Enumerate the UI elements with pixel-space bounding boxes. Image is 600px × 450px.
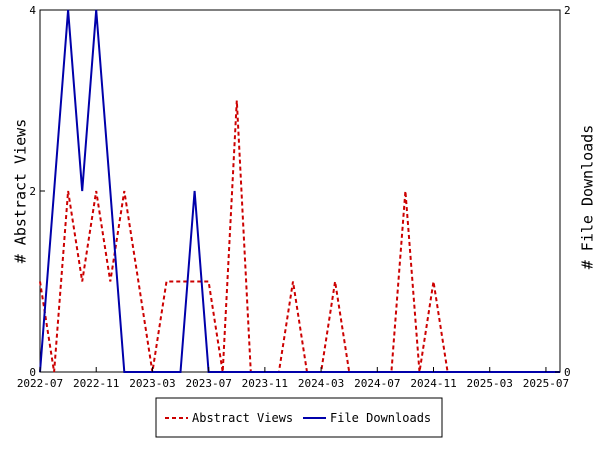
series-layer [39, 9, 560, 373]
x-tick-label: 2024-03 [298, 377, 344, 390]
x-tick-label: 2024-07 [354, 377, 400, 390]
tick-layer: 2022-07 2022-11 2023-03 2023-07 2023-11 2024-… [17, 4, 571, 390]
y-left-tick-label: 4 [29, 4, 36, 17]
legend-label-file-downloads: File Downloads [330, 411, 431, 425]
series-line-file-downloads [39, 9, 560, 373]
legend-label-abstract-views: Abstract Views [192, 411, 293, 425]
x-tick-label: 2025-03 [467, 377, 513, 390]
x-tick-label: 2022-11 [73, 377, 119, 390]
y-right-tick-label: 0 [564, 366, 571, 379]
legend: Abstract Views File Downloads [155, 397, 443, 438]
x-tick-label: 2023-03 [129, 377, 175, 390]
x-tick-label: 2023-11 [242, 377, 288, 390]
x-tick-label: 2024-11 [410, 377, 456, 390]
plot-frame [39, 9, 561, 373]
legend-box [155, 397, 443, 438]
x-tick-label: 2023-07 [185, 377, 231, 390]
x-tick-label: 2022-07 [17, 377, 63, 390]
x-tick-label: 2025-07 [523, 377, 569, 390]
y-axis-left-title: # Abstract Views [12, 119, 30, 264]
y-right-tick-label: 2 [564, 4, 571, 17]
y-axis-right-title: # File Downloads [579, 125, 597, 270]
y-left-tick-label: 0 [29, 366, 36, 379]
y-left-tick-label: 2 [29, 185, 36, 198]
